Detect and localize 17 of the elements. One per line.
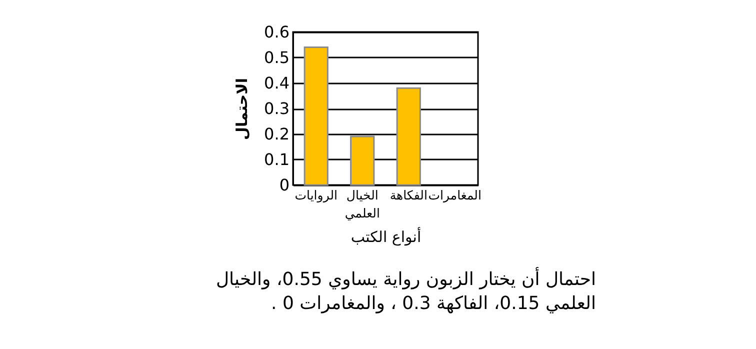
bar xyxy=(350,136,375,186)
x-tick-label: الفكاهة xyxy=(390,188,428,202)
text: احتمال أن يختار الزبون رواية يساوي 0.55، والخيال العلمي 0.15، الفاكهة 0.3 ، والمغامرات 0 . xyxy=(214,268,596,316)
y-tick-label: 0.3 xyxy=(264,99,290,118)
y-tick-label: 0.1 xyxy=(264,150,290,169)
bar xyxy=(304,46,328,186)
x-tick-label: المغامرات xyxy=(428,188,482,204)
y-tick-label: 0 xyxy=(279,176,290,194)
y-tick-label: 0.2 xyxy=(264,124,290,144)
y-tick-label: 0.6 xyxy=(264,22,290,42)
y-axis-title: الاحتمال xyxy=(233,78,252,140)
x-tick-label: الخيال العلمي xyxy=(344,188,380,222)
bar xyxy=(396,87,421,186)
y-tick-label: 0.5 xyxy=(264,48,290,67)
x-axis-title: أنواع الكتب xyxy=(350,227,422,246)
x-tick-label: الروايات xyxy=(294,188,338,204)
y-tick-label: 0.4 xyxy=(264,74,290,92)
